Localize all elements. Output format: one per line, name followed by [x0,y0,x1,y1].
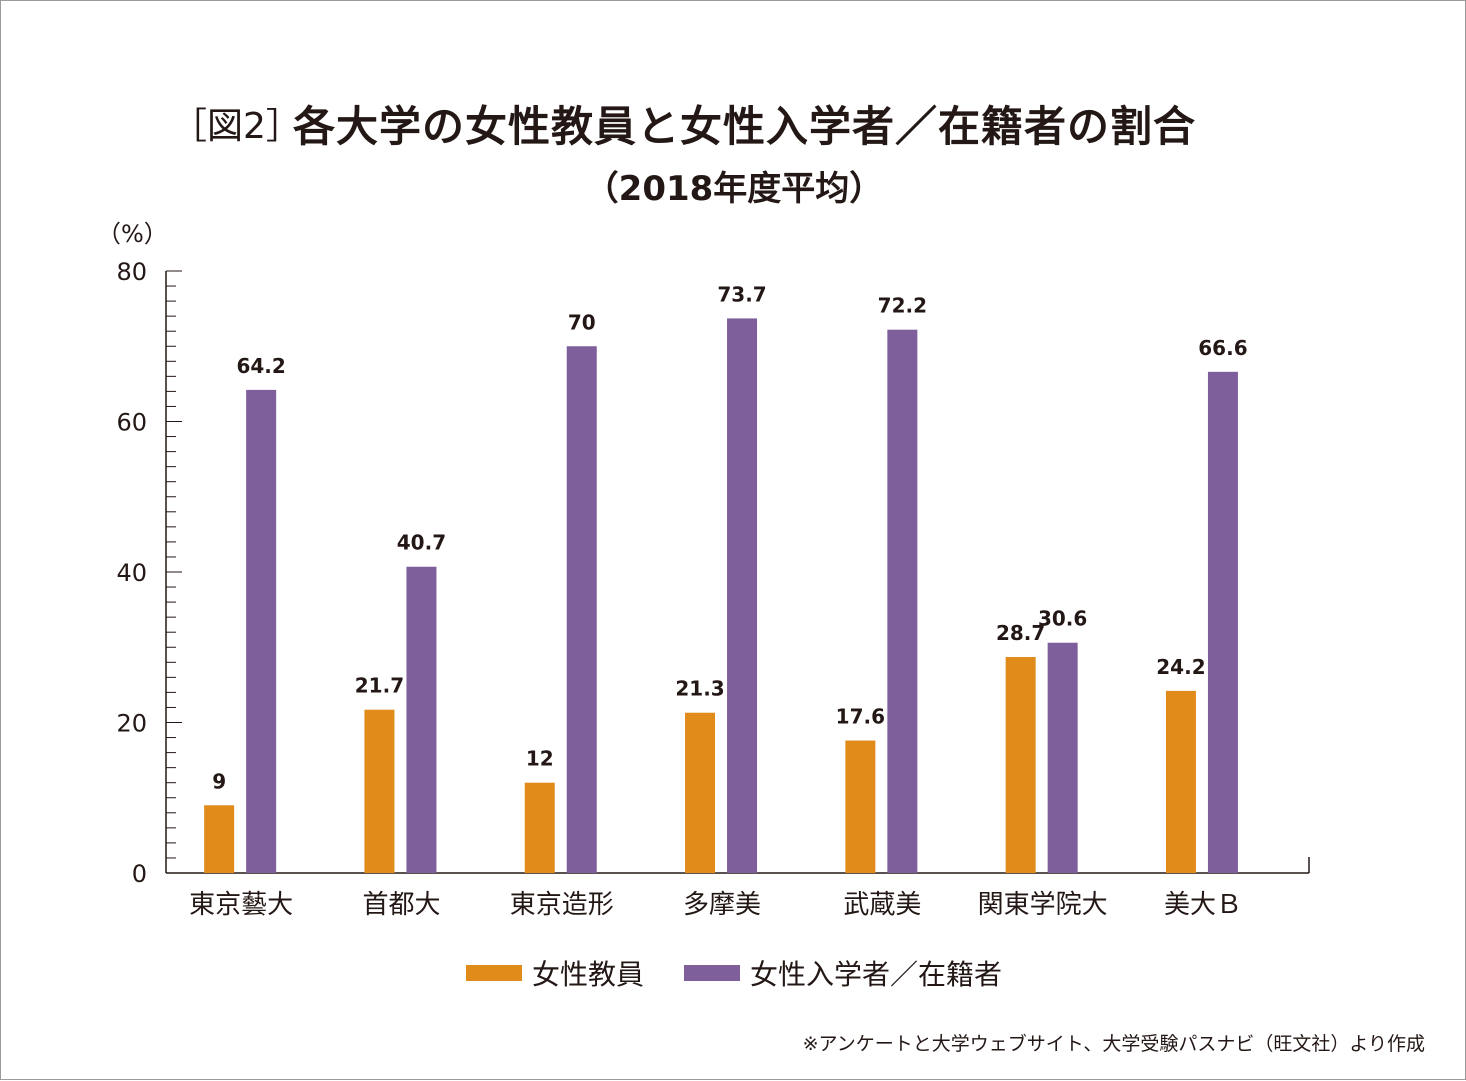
y-tick-label: 80 [116,258,147,286]
bar-students [406,566,437,873]
bar-students [887,329,918,873]
x-category-label: 関東学院大 [978,890,1108,920]
legend-label-faculty: 女性教員 [531,958,644,991]
data-label: 30.6 [1038,607,1087,631]
data-label: 66.6 [1198,336,1247,360]
y-tick-label: 0 [132,860,147,888]
bar-faculty [1165,690,1196,873]
data-label: 17.6 [836,705,885,729]
bar-students [727,318,758,874]
bar-students [566,346,597,873]
bar-faculty [204,805,235,873]
chart-subtitle: （2018年度平均） [584,169,884,209]
data-label: 72.2 [878,294,927,318]
x-category-label: 武蔵美 [843,890,921,920]
legend-swatch-faculty [465,965,522,981]
x-category-label: 多摩美 [683,890,761,920]
legend-swatch-students [684,965,740,981]
data-label: 21.7 [355,674,404,698]
data-label: 40.7 [397,531,446,555]
y-tick-label: 20 [116,710,147,738]
data-label: 64.2 [236,354,285,378]
x-category-label: 東京造形 [510,890,614,920]
y-axis-unit: （%） [97,220,168,248]
data-label: 12 [526,747,554,771]
chart-title: 各大学の女性教員と女性入学者／在籍者の割合 [293,102,1197,151]
y-tick-label: 40 [116,559,147,587]
bar-faculty [1005,657,1036,873]
data-label: 70 [568,310,596,334]
bar-faculty [845,740,876,873]
figure-number: ［図2］ [171,106,302,147]
data-label: 28.7 [996,621,1045,645]
legend: 女性教員 女性入学者／在籍者 [1,953,1466,993]
data-label: 24.2 [1156,655,1205,679]
data-label: 21.3 [675,677,724,701]
data-label: 9 [212,769,226,793]
bar-faculty [364,709,395,873]
legend-item-students: 女性入学者／在籍者 [684,953,1002,993]
legend-label-students: 女性入学者／在籍者 [750,958,1003,991]
source-note: ※アンケートと大学ウェブサイト、大学受験パスナビ（旺文社）より作成 [802,1033,1425,1055]
y-tick-label: 60 [116,409,147,437]
x-category-label: 首都大 [362,890,440,920]
bar-students [1047,642,1078,873]
bar-students [1207,371,1238,873]
bar-faculty [524,782,555,873]
data-label: 73.7 [717,282,766,306]
bar-faculty [685,712,716,873]
legend-item-faculty: 女性教員 [465,953,644,993]
bar-students [246,389,277,873]
x-category-label: 東京藝大 [189,890,293,920]
x-category-label: 美大Ｂ [1164,890,1242,920]
